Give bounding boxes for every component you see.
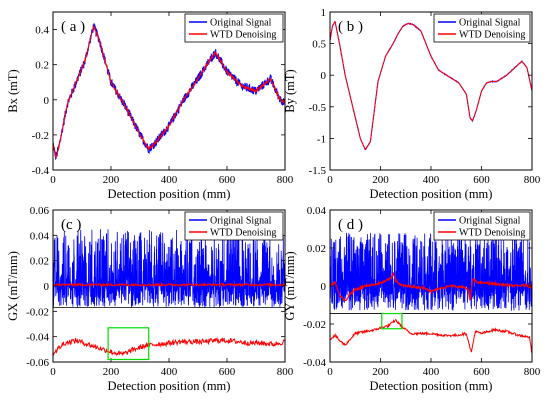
y-tick-label: -0.2: [32, 130, 49, 142]
panel-1: 0 200 400 600 800 -0.4 -0.2 0 0.2 0.4 Detection po…: [6, 11, 294, 201]
y-tick-label: 0: [44, 95, 50, 107]
inset-denoised-line: [330, 318, 532, 354]
x-tick-label: 0: [327, 366, 333, 378]
y-tick-label: 0.04: [307, 205, 327, 217]
axes-frame: [52, 11, 286, 171]
axes-frame: [329, 11, 533, 171]
y-tick-label: 0.06: [30, 205, 50, 217]
y-axis-label: GY (mT/mm): [283, 251, 297, 320]
x-tick-label: 600: [473, 366, 490, 378]
y-tick-label: -0.02: [303, 319, 326, 331]
y-tick-label: 0: [321, 281, 327, 293]
y-axis-label: Bx (mT): [6, 69, 20, 112]
plot-lines: [330, 20, 532, 150]
legend-label-denoised: WTD Denoising: [210, 228, 276, 239]
series-wtd-denoising: [53, 25, 285, 159]
legend-box: [433, 211, 531, 241]
plot-lines: [53, 229, 285, 357]
y-tick-label: -0.04: [303, 357, 326, 369]
axes-frame: [52, 209, 286, 363]
panel-2: 0 200 400 600 800 -1.5 -1 -0.5 0 0.5 1 Detection po…: [283, 7, 541, 201]
panel-label: (c ): [61, 217, 81, 233]
x-axis-label: Detection position (mm): [370, 379, 493, 393]
panel-label: ( a ): [61, 19, 85, 35]
x-tick-label: 0: [50, 174, 56, 186]
panel-label: ( d ): [338, 217, 363, 233]
x-tick-label: 800: [277, 366, 294, 378]
series-original-signal: [53, 23, 285, 160]
highlight-box: [107, 327, 150, 361]
y-tick-label: 0.02: [30, 256, 49, 268]
legend-box: [184, 13, 284, 43]
legend-label-original: Original Signal: [459, 216, 521, 227]
x-tick-label: 200: [103, 174, 120, 186]
highlight-box: [381, 312, 403, 330]
y-tick-label: 0.04: [30, 230, 50, 242]
series-wtd-denoising: [330, 272, 532, 302]
panel-4: 0 200 400 600 800 -0.04 -0.02 0 0.02 0.04 Detectio…: [283, 205, 541, 393]
y-tick-label: 0.5: [312, 39, 326, 51]
y-tick-label: 0: [321, 70, 327, 82]
legend-box: [433, 13, 531, 43]
y-tick-label: 0.2: [35, 60, 49, 72]
y-tick-label: 0.4: [35, 25, 49, 37]
x-tick-label: 400: [161, 174, 178, 186]
x-tick-label: 600: [219, 366, 236, 378]
legend-label-original: Original Signal: [459, 18, 521, 29]
x-tick-label: 0: [327, 174, 333, 186]
series-original-signal: [330, 232, 532, 311]
x-tick-label: 600: [473, 174, 490, 186]
x-tick-label: 200: [372, 366, 389, 378]
legend-label-original: Original Signal: [210, 18, 272, 29]
y-tick-label: 0: [44, 281, 50, 293]
x-axis-label: Detection position (mm): [108, 379, 231, 393]
legend-label-denoised: WTD Denoising: [459, 30, 525, 41]
x-tick-label: 0: [50, 366, 56, 378]
y-tick-label: -0.5: [309, 102, 327, 114]
y-tick-label: -0.4: [32, 165, 50, 177]
plot-lines: [53, 23, 285, 160]
x-tick-label: 400: [423, 366, 440, 378]
x-tick-label: 200: [372, 174, 389, 186]
x-tick-label: 600: [219, 174, 236, 186]
legend-label-denoised: WTD Denoising: [210, 30, 276, 41]
y-axis-label: By (mT): [283, 69, 297, 112]
y-tick-label: -1.5: [309, 165, 327, 177]
x-axis-label: Detection position (mm): [370, 187, 493, 201]
axes-frame: [329, 209, 533, 363]
series-original-signal: [53, 229, 285, 309]
series-wtd-denoising: [53, 281, 285, 288]
y-tick-label: -1: [317, 133, 326, 145]
series-wtd-denoising: [330, 20, 532, 150]
y-tick-label: 0.02: [307, 243, 326, 255]
x-tick-label: 800: [524, 174, 541, 186]
legend-label-denoised: WTD Denoising: [459, 228, 525, 239]
x-tick-label: 400: [423, 174, 440, 186]
plot-lines: [330, 232, 532, 354]
y-axis-label: GX (mT/mm): [6, 251, 20, 321]
x-tick-label: 200: [103, 366, 120, 378]
panel-label: ( b ): [338, 19, 363, 35]
panel-3: 0 200 400 600 800 -0.06 -0.04 -0.02 0 0.02 0.04 0.0…: [6, 205, 294, 393]
y-tick-label: -0.02: [26, 306, 49, 318]
legend-box: [184, 211, 284, 241]
y-tick-label: -0.04: [26, 332, 49, 344]
x-tick-label: 400: [161, 366, 178, 378]
y-tick-label: 1: [321, 7, 327, 19]
y-tick-label: -0.06: [26, 357, 49, 369]
x-tick-label: 800: [524, 366, 541, 378]
inset-denoised-line: [53, 336, 285, 357]
x-axis-label: Detection position (mm): [108, 187, 231, 201]
legend-label-original: Original Signal: [210, 216, 272, 227]
x-tick-label: 800: [277, 174, 294, 186]
